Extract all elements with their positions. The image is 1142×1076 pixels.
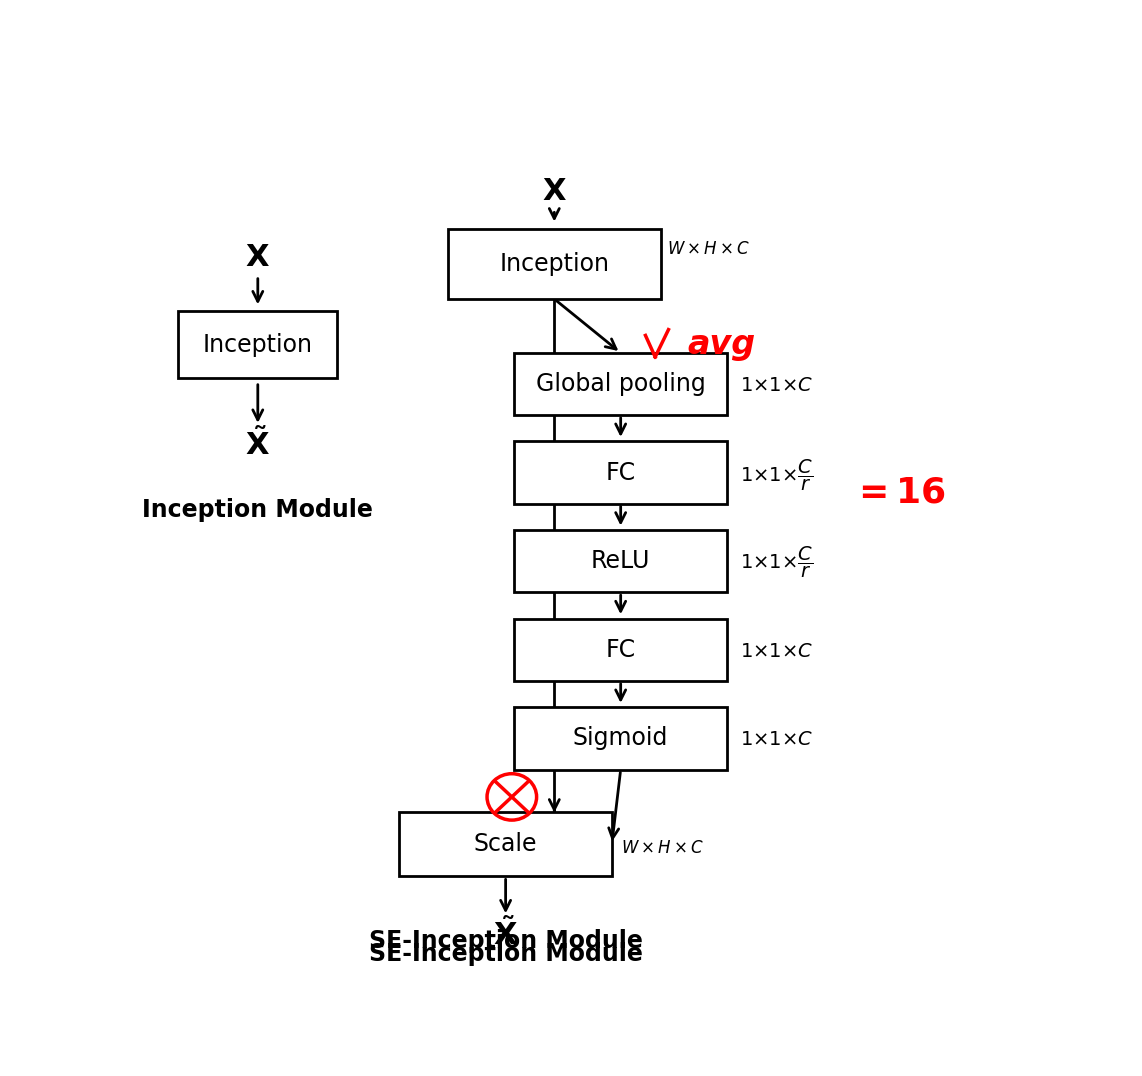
Text: Scale: Scale: [474, 832, 538, 856]
Text: Inception: Inception: [203, 332, 313, 356]
Text: SE-Inception Module: SE-Inception Module: [369, 942, 643, 966]
Bar: [514, 353, 726, 415]
Text: SE-Inception Module: SE-Inception Module: [369, 930, 643, 953]
Text: $W \times H \times C$: $W \times H \times C$: [667, 240, 750, 258]
Text: $1{\times}1{\times}C$: $1{\times}1{\times}C$: [740, 377, 813, 396]
Text: $1{\times}1{\times}\dfrac{C}{r}$: $1{\times}1{\times}\dfrac{C}{r}$: [740, 458, 813, 493]
Text: Global pooling: Global pooling: [536, 372, 706, 396]
Bar: [514, 619, 726, 681]
Text: avg: avg: [687, 328, 755, 362]
Bar: [400, 811, 612, 877]
Bar: [514, 441, 726, 504]
Text: $\mathbf{X}$: $\mathbf{X}$: [246, 243, 271, 272]
Text: Inception: Inception: [499, 252, 610, 275]
Bar: [448, 228, 660, 299]
Bar: [514, 530, 726, 592]
Text: ReLU: ReLU: [592, 549, 650, 574]
Text: Sigmoid: Sigmoid: [573, 726, 668, 750]
Text: FC: FC: [605, 638, 636, 662]
Text: $\mathbf{=16}$: $\mathbf{=16}$: [851, 475, 946, 509]
Text: $1{\times}1{\times}C$: $1{\times}1{\times}C$: [740, 731, 813, 749]
Text: $\mathbf{X}$: $\mathbf{X}$: [541, 176, 566, 206]
Bar: [178, 311, 338, 378]
Text: FC: FC: [605, 461, 636, 484]
Text: $W \times H \times C$: $W \times H \times C$: [621, 839, 703, 858]
Text: $\mathbf{\tilde{X}}$: $\mathbf{\tilde{X}}$: [493, 918, 518, 951]
Bar: [514, 707, 726, 769]
Text: Inception Module: Inception Module: [143, 498, 373, 522]
Text: $1{\times}1{\times}C$: $1{\times}1{\times}C$: [740, 641, 813, 661]
Text: $\mathbf{\tilde{X}}$: $\mathbf{\tilde{X}}$: [246, 427, 271, 461]
Text: $1{\times}1{\times}\dfrac{C}{r}$: $1{\times}1{\times}\dfrac{C}{r}$: [740, 544, 813, 580]
